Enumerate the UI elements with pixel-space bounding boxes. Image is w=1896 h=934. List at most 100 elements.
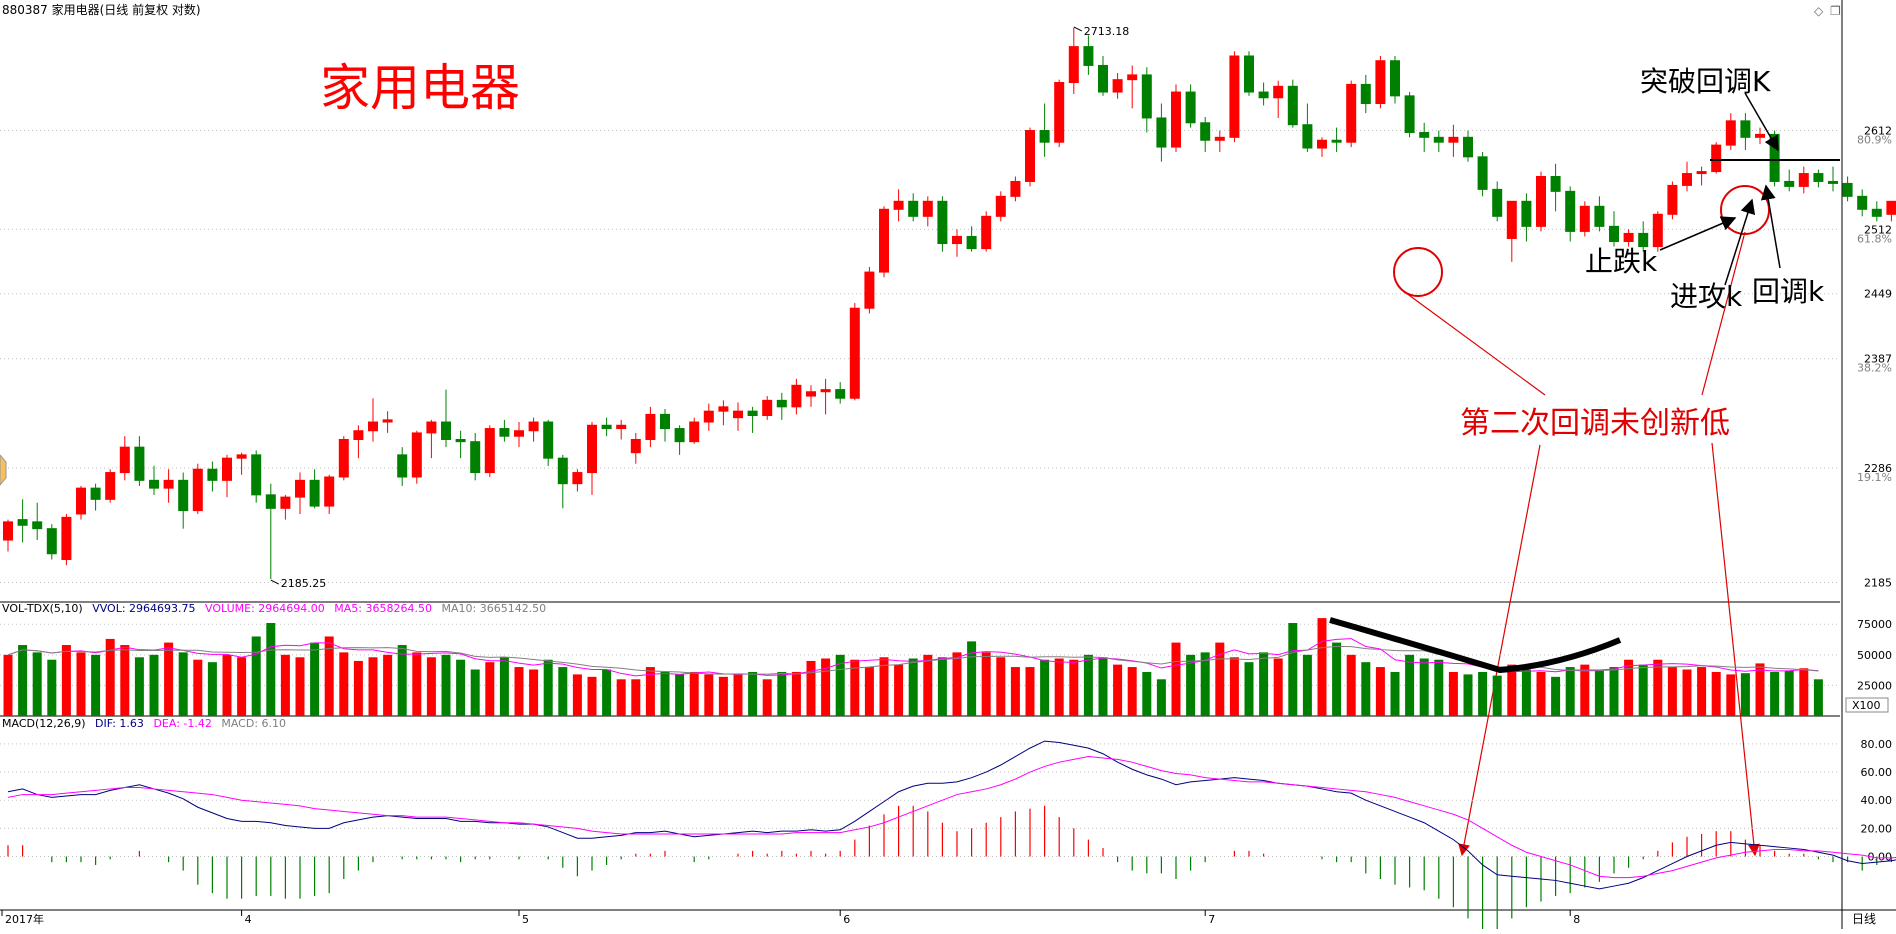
volume-bar <box>661 672 670 716</box>
candle-body <box>91 488 100 499</box>
volume-bar <box>223 655 232 716</box>
candle-body <box>1069 47 1078 83</box>
annotation-pullback: 回调k <box>1752 270 1824 310</box>
volume-bar <box>1493 676 1502 716</box>
volume-bar <box>1610 667 1619 716</box>
candle-body <box>704 411 713 422</box>
volume-bar <box>1113 665 1122 716</box>
volume-bar <box>1376 667 1385 716</box>
price-tick-label: 2449 <box>1864 288 1892 301</box>
volume-bar <box>1434 660 1443 716</box>
candle-body <box>485 429 494 473</box>
candle-body <box>1741 121 1750 137</box>
macd-dif-line <box>8 741 1896 889</box>
candle-body <box>456 439 465 441</box>
volume-bar <box>748 672 757 716</box>
candle-body <box>588 425 597 472</box>
volume-bar <box>763 679 772 716</box>
candle-body <box>281 497 290 508</box>
macd-tick-label: 80.00 <box>1861 738 1893 751</box>
candle-body <box>412 433 421 477</box>
candle-body <box>1858 196 1867 209</box>
restore-icon[interactable]: ❐ <box>1830 4 1841 18</box>
candle-body <box>982 216 991 248</box>
candle-body <box>1566 191 1575 231</box>
volume-bar <box>1697 667 1706 716</box>
volume-bar <box>631 679 640 716</box>
volume-bar <box>982 652 991 716</box>
volume-bar <box>1288 623 1297 716</box>
x-tick-label: 8 <box>1573 913 1580 926</box>
candle-body <box>1011 181 1020 196</box>
volume-bar <box>1507 665 1516 716</box>
x-tick-label: 2017年 <box>5 912 44 926</box>
volume-bar <box>617 679 626 716</box>
candle-body <box>602 425 611 428</box>
candle-body <box>1522 201 1531 226</box>
candle-body <box>1843 183 1852 196</box>
volume-bar <box>573 674 582 716</box>
volume-bar <box>1128 667 1137 716</box>
volume-bar <box>529 670 538 716</box>
volume-bar <box>383 655 392 716</box>
candle-body <box>1405 96 1414 133</box>
candle-body <box>1128 75 1137 80</box>
volume-bar <box>1332 643 1341 716</box>
x-tick-label: 6 <box>843 913 850 926</box>
arrow-attack <box>1725 200 1752 285</box>
candle-body <box>1799 174 1808 187</box>
candle-body <box>1259 92 1268 98</box>
candle-body <box>1113 80 1122 92</box>
volume-bar <box>1230 657 1239 716</box>
volume-tick-label: 75000 <box>1857 618 1892 631</box>
arrow-stop-fall <box>1660 218 1735 250</box>
candle-body <box>807 392 816 396</box>
macd-tick-label: 40.00 <box>1861 794 1893 807</box>
candle-body <box>1683 174 1692 186</box>
candle-body <box>1872 209 1881 216</box>
volume-bar <box>1639 665 1648 716</box>
volume-bar <box>865 667 874 716</box>
volume-bar <box>1770 672 1779 716</box>
volume-bar <box>1172 643 1181 716</box>
volume-bar <box>120 645 129 716</box>
candle-body <box>836 390 845 399</box>
candle-body <box>1288 86 1297 124</box>
volume-bar <box>485 662 494 716</box>
candle-body <box>1668 185 1677 214</box>
candle-body <box>1887 201 1896 214</box>
candle-body <box>1580 206 1589 231</box>
volume-bar <box>515 667 524 716</box>
volume-ma5: MA5: 3658264.50 <box>334 602 432 615</box>
volume-bar <box>558 667 567 716</box>
candle-body <box>106 473 115 500</box>
candle-body <box>1551 177 1560 192</box>
candle-body <box>631 439 640 452</box>
candle-body <box>339 439 348 477</box>
volume-vvol: VVOL: 2964693.75 <box>92 602 195 615</box>
candle-body <box>1391 61 1400 96</box>
x-tick-label: 7 <box>1208 913 1215 926</box>
candle-body <box>252 455 261 495</box>
candle-body <box>558 458 567 484</box>
annotation-attack: 进攻k <box>1670 275 1742 315</box>
candle-body <box>369 422 378 431</box>
volume-tick-label: 50000 <box>1857 649 1892 662</box>
volume-bar <box>719 677 728 716</box>
candle-body <box>996 196 1005 216</box>
diamond-icon[interactable]: ◇ <box>1814 4 1823 18</box>
volume-bar <box>1799 668 1808 716</box>
volume-bar <box>1741 673 1750 716</box>
volume-bar <box>354 661 363 716</box>
volume-bar <box>894 665 903 716</box>
candle-body <box>442 422 451 439</box>
percent-label: 61.8% <box>1857 232 1892 245</box>
candle-body <box>573 473 582 484</box>
volume-bar <box>1011 667 1020 716</box>
volume-tick-label: 25000 <box>1857 679 1892 692</box>
candle-body <box>471 442 480 473</box>
period-label: 日线 <box>1852 912 1876 926</box>
candle-body <box>62 517 71 559</box>
